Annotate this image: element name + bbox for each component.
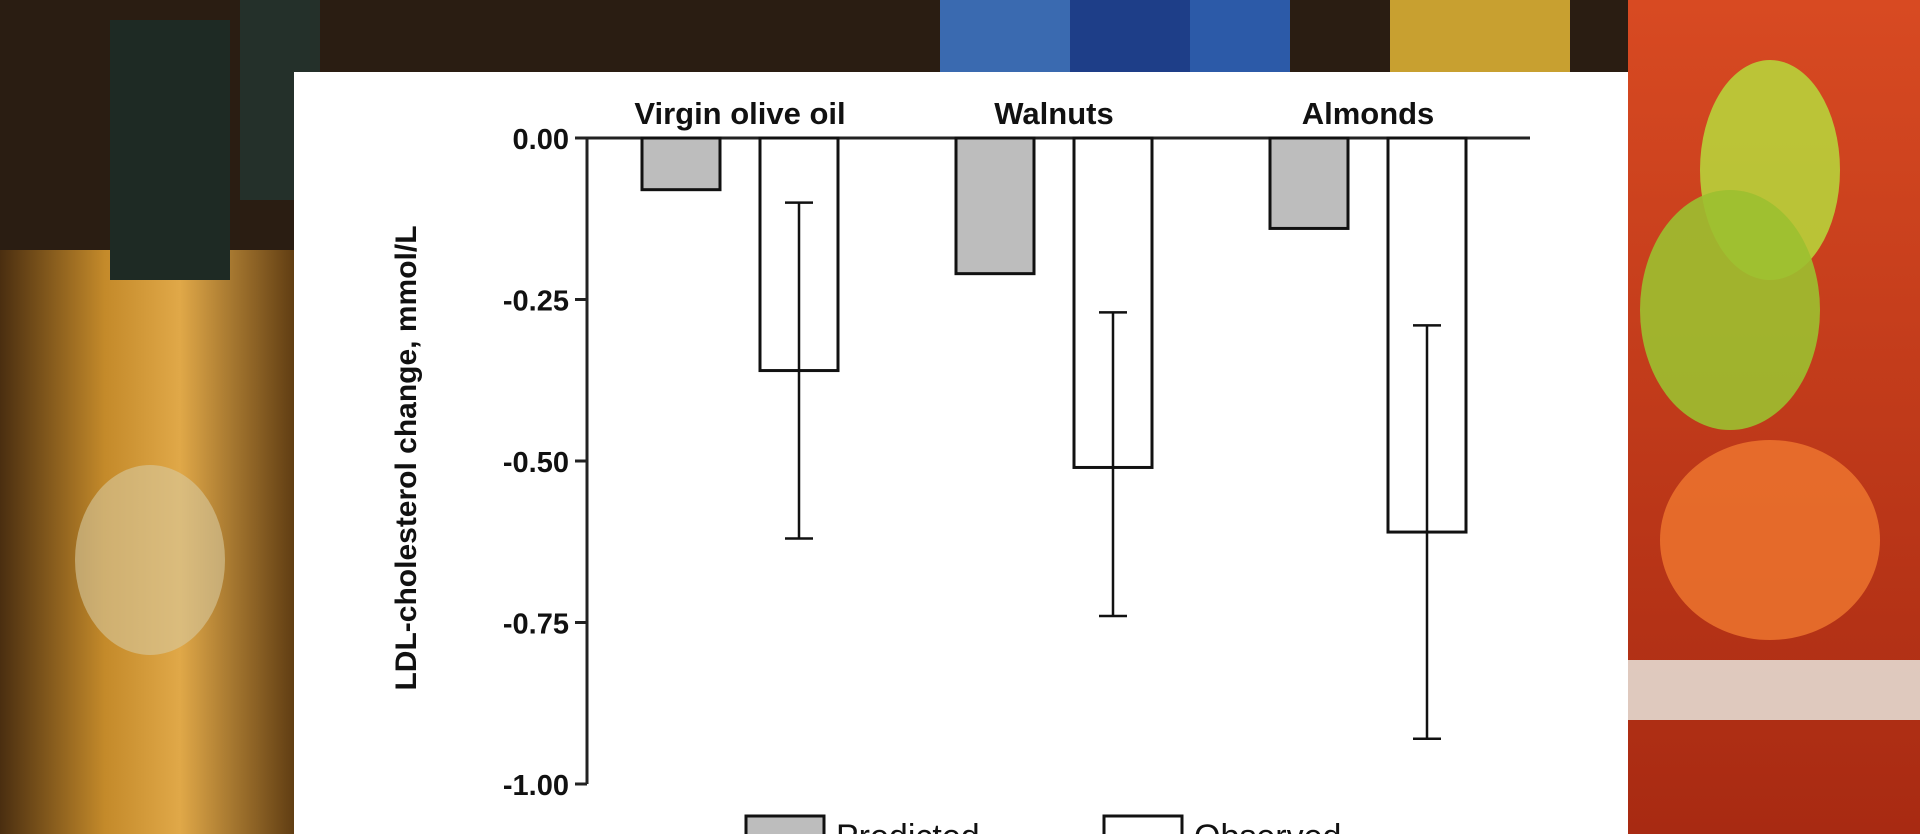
bottle-neck-shape — [110, 20, 230, 280]
bars — [640, 136, 1468, 534]
axes: 0.00 -0.25 -0.50 -0.75 -1.00 — [503, 124, 1530, 802]
legend-label-observed: Observed — [1194, 818, 1341, 834]
category-label-1: Walnuts — [994, 96, 1113, 131]
bar-predicted-1 — [954, 136, 1036, 276]
orange-shape — [1660, 440, 1880, 640]
legend-label-predicted: Predicted — [836, 818, 980, 834]
legend-swatch-observed — [1102, 814, 1184, 834]
category-labels: Virgin olive oil Walnuts Almonds — [634, 96, 1434, 131]
y-tick-label: -0.25 — [503, 286, 569, 318]
y-tick-label: -1.00 — [503, 770, 569, 802]
bar-predicted-0 — [640, 136, 722, 192]
shelf-product-shape — [1190, 0, 1290, 72]
legend-swatch-predicted — [744, 814, 826, 834]
shelf-product-shape — [1070, 0, 1190, 72]
error-bars — [785, 201, 1441, 741]
bottle-label-shape — [75, 465, 225, 655]
y-tick-label: 0.00 — [513, 124, 569, 156]
chart-panel: LDL-cholesterol change, mmol/L 0.00 -0.25… — [294, 72, 1628, 834]
bar-chart: LDL-cholesterol change, mmol/L 0.00 -0.25… — [390, 96, 1530, 834]
shelf-product-shape — [940, 0, 1070, 72]
category-label-2: Almonds — [1302, 96, 1435, 131]
shelf-product-shape — [1390, 0, 1570, 72]
legend: Predicted Observed — [744, 814, 1341, 834]
y-tick-label: -0.50 — [503, 447, 569, 479]
y-tick-label: -0.75 — [503, 609, 569, 641]
y-axis-title: LDL-cholesterol change, mmol/L — [390, 225, 423, 690]
shelf-price-strip — [1628, 660, 1920, 720]
category-label-0: Virgin olive oil — [634, 96, 845, 131]
bar-predicted-2 — [1268, 136, 1350, 230]
lime-shape — [1640, 190, 1820, 430]
